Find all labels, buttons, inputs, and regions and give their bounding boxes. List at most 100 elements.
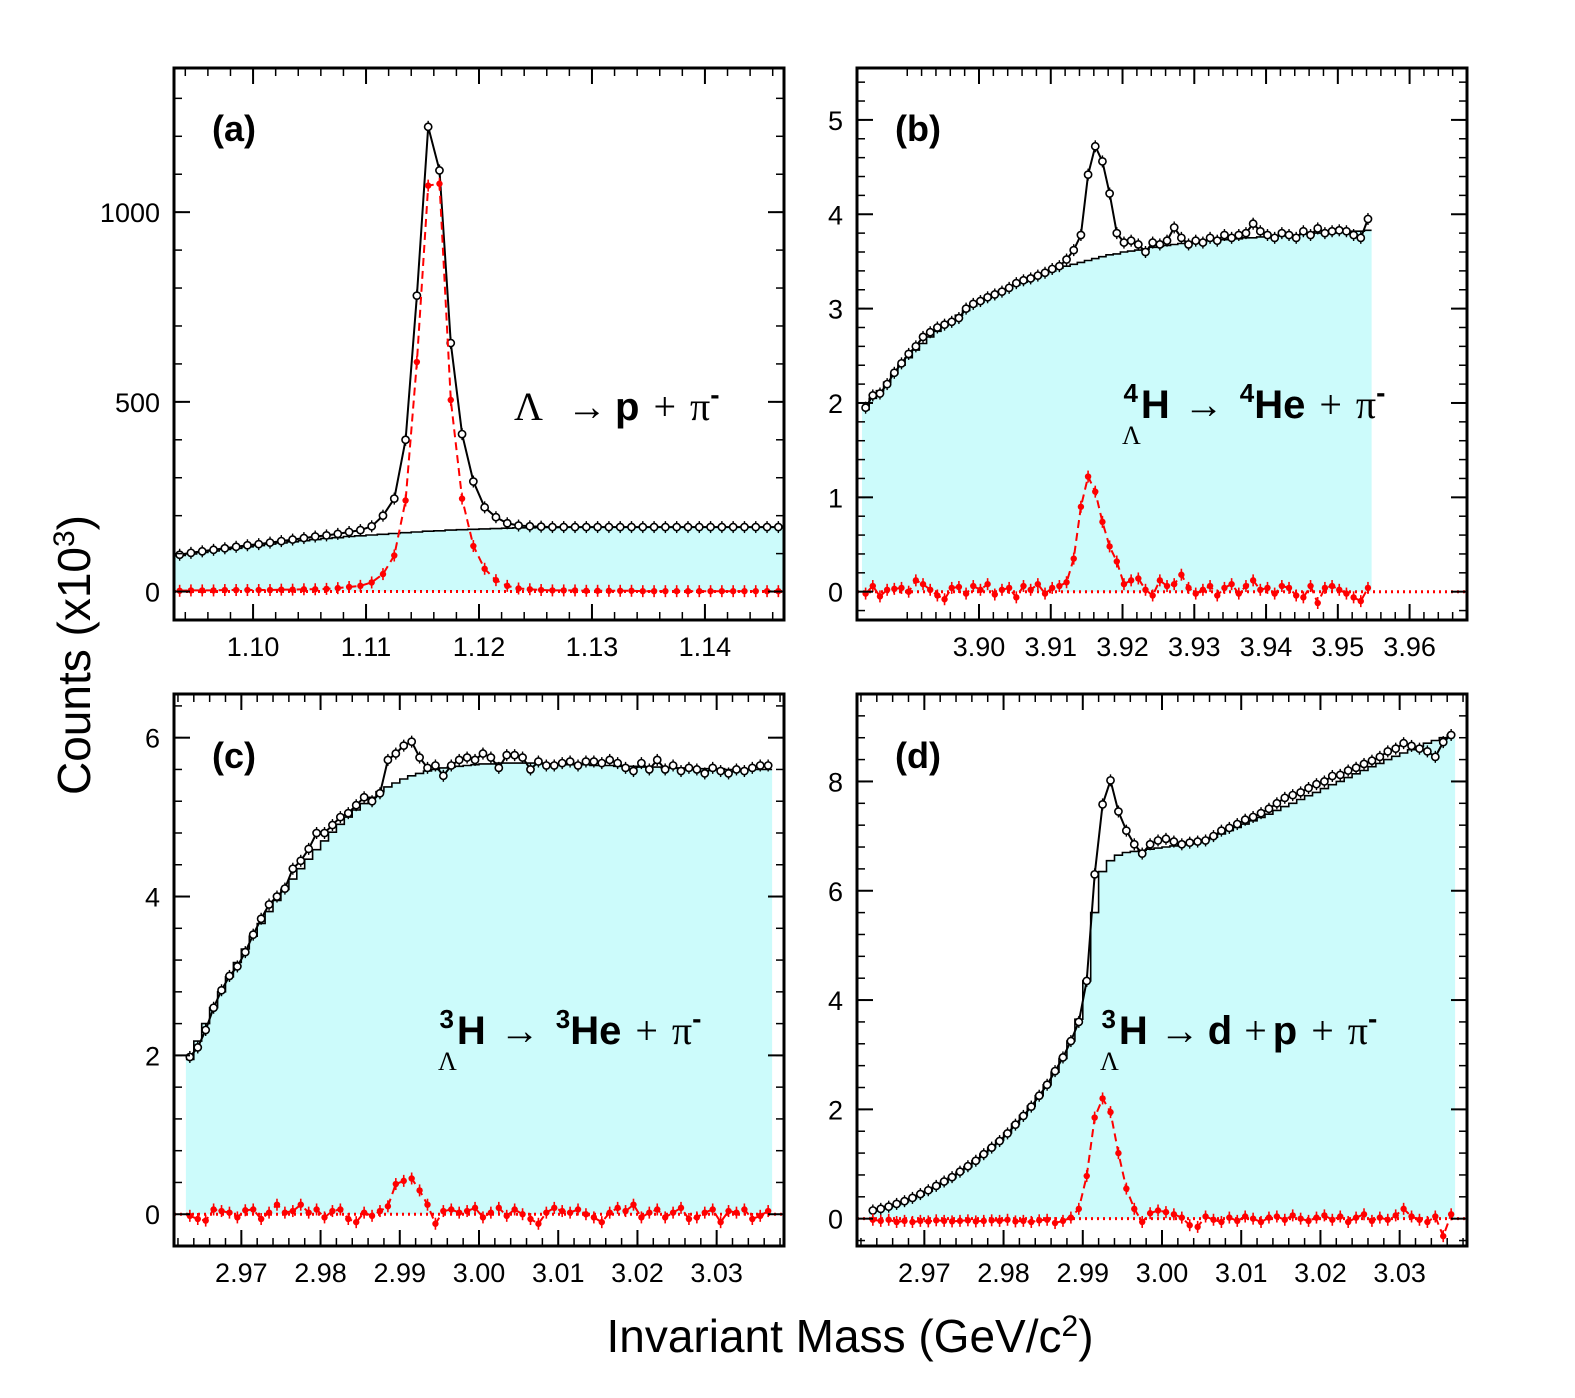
- panel-d-signal-point: [980, 1217, 987, 1225]
- panel-b-background-fill: [862, 230, 1372, 592]
- panel-c-signal-point: [566, 1209, 574, 1216]
- panel-d-signal-point: [1194, 1223, 1201, 1231]
- panel-a-total-point: [615, 522, 625, 532]
- panel-b-signal-point: [1120, 580, 1128, 588]
- panel-d-signal-point: [1131, 1205, 1138, 1213]
- panel-b-total-point: [1205, 233, 1215, 243]
- panel-b-signal-point: [1307, 582, 1314, 590]
- decay-d-plus-2: +: [1311, 1008, 1334, 1053]
- panel-c-signal-point: [416, 1187, 423, 1194]
- panel-d-total-point: [1169, 837, 1179, 846]
- panel-b-signal-point: [919, 580, 927, 588]
- panel-c-y-tick-label: 4: [145, 883, 160, 913]
- panel-a-signal-point: [436, 180, 443, 187]
- panel-d-total-point: [923, 1185, 933, 1195]
- panel-b-x-tick-label: 3.95: [1312, 632, 1365, 662]
- panel-c-signal-point: [551, 1204, 558, 1212]
- panel-c-signal-point: [582, 1211, 590, 1218]
- panel-d-total-point: [1296, 787, 1306, 797]
- panel-b-signal-point: [941, 596, 948, 603]
- decay-c-mass-3: 3: [440, 1004, 454, 1034]
- decay-d-minus: -: [1368, 1003, 1377, 1034]
- panel-a-total-point: [468, 477, 478, 486]
- decay-b-minus: -: [1376, 377, 1385, 408]
- panel-d-total-point: [987, 1143, 997, 1153]
- panel-d-signal-point: [1257, 1218, 1265, 1226]
- panel-b-total-point: [1026, 274, 1036, 283]
- panel-a-y-tick-label: 500: [115, 388, 160, 418]
- panel-a-signal-point: [187, 587, 195, 594]
- panel-a-total-point: [423, 122, 433, 132]
- panel-c-total-point: [660, 765, 670, 774]
- x-axis-title-exponent: 2: [1062, 1310, 1079, 1343]
- decay-a-plus: +: [653, 384, 676, 429]
- panel-d-signal-point: [1447, 1211, 1455, 1218]
- panel-c-total-point: [747, 763, 757, 773]
- panel-c-total-point: [478, 749, 488, 758]
- panel-a-total-point: [355, 525, 365, 535]
- panel-c-total-point: [193, 1043, 203, 1052]
- panel-c-plot: [174, 735, 784, 1230]
- panel-b-signal-point: [876, 593, 884, 600]
- panel-a-signal-point: [639, 587, 646, 595]
- panel-c-signal-point: [273, 1201, 281, 1208]
- panel-d-signal-point: [996, 1217, 1003, 1225]
- panel-a-signal-point: [537, 586, 545, 594]
- panel-c-total-point: [328, 820, 337, 830]
- panel-c-total-point: [692, 765, 702, 774]
- panel-c-signal-point: [305, 1209, 312, 1216]
- panel-c-total-point: [264, 900, 274, 909]
- panel-b-signal-point: [970, 582, 977, 590]
- panel-d-signal-point: [1440, 1232, 1447, 1240]
- panel-c-total-point: [446, 761, 456, 770]
- panel-a-signal-point: [323, 585, 330, 593]
- panel-b-signal-point: [1185, 584, 1192, 592]
- panel-c-signal-point: [210, 1206, 217, 1213]
- panel-d-total-point: [1288, 790, 1298, 800]
- panel-c-signal-point: [741, 1206, 748, 1213]
- panel-b-total-point: [1155, 240, 1165, 249]
- panel-c-signal-point: [535, 1220, 542, 1227]
- panel-d-signal-point: [1178, 1214, 1186, 1221]
- panel-b-signal-point: [1049, 584, 1056, 592]
- panel-c-total-point: [581, 757, 591, 766]
- decay-a-arrow: →: [567, 384, 607, 429]
- panel-a-total-point: [288, 535, 298, 544]
- panel-b-total-point: [932, 323, 942, 332]
- panel-b-total-point: [968, 299, 978, 309]
- panel-a-signal-point: [470, 542, 477, 550]
- panel-b-y-tick-label: 1: [828, 483, 843, 513]
- panel-d-signal-point: [1138, 1218, 1146, 1226]
- panel-d-signal-point: [1265, 1214, 1273, 1221]
- panel-c-signal-point: [250, 1206, 257, 1213]
- panel-c-total-point: [415, 753, 424, 762]
- panel-d-signal-point: [917, 1217, 924, 1225]
- decay-a-proton: p: [615, 385, 639, 429]
- panel-a-total-point: [333, 529, 343, 539]
- panel-b-x-tick-label: 3.96: [1383, 632, 1436, 662]
- panel-d-signal-point: [1408, 1213, 1415, 1220]
- panel-d-total-point: [1145, 839, 1155, 849]
- panel-d-total-point: [1232, 819, 1242, 829]
- panel-a-signal-point: [244, 586, 251, 594]
- panel-c-total-point: [597, 758, 607, 768]
- panel-b-total-point: [1212, 236, 1222, 246]
- panel-c-total-point: [256, 914, 266, 924]
- panel-d-signal-point: [988, 1217, 995, 1224]
- panel-a-total-point: [762, 522, 772, 532]
- panel-a-x-tick-label: 1.12: [453, 632, 506, 662]
- panel-b-total-point: [1033, 271, 1043, 280]
- panel-c-x-tick-label: 3.03: [690, 1258, 743, 1288]
- panel-b-y-tick-label: 5: [828, 106, 843, 136]
- panel-a-x-tick-label: 1.14: [679, 632, 732, 662]
- panel-c-signal-point: [685, 1215, 693, 1223]
- panel-c-total-point: [201, 1025, 211, 1035]
- panel-d-total-point: [1121, 826, 1131, 836]
- panel-a-signal-point: [199, 587, 206, 594]
- panel-b-total-point: [1184, 240, 1193, 249]
- panel-c-total-point: [438, 771, 448, 781]
- panel-c-signal-point: [646, 1209, 653, 1216]
- panel-a-signal-point: [458, 495, 466, 502]
- panel-a-total-point: [276, 536, 286, 546]
